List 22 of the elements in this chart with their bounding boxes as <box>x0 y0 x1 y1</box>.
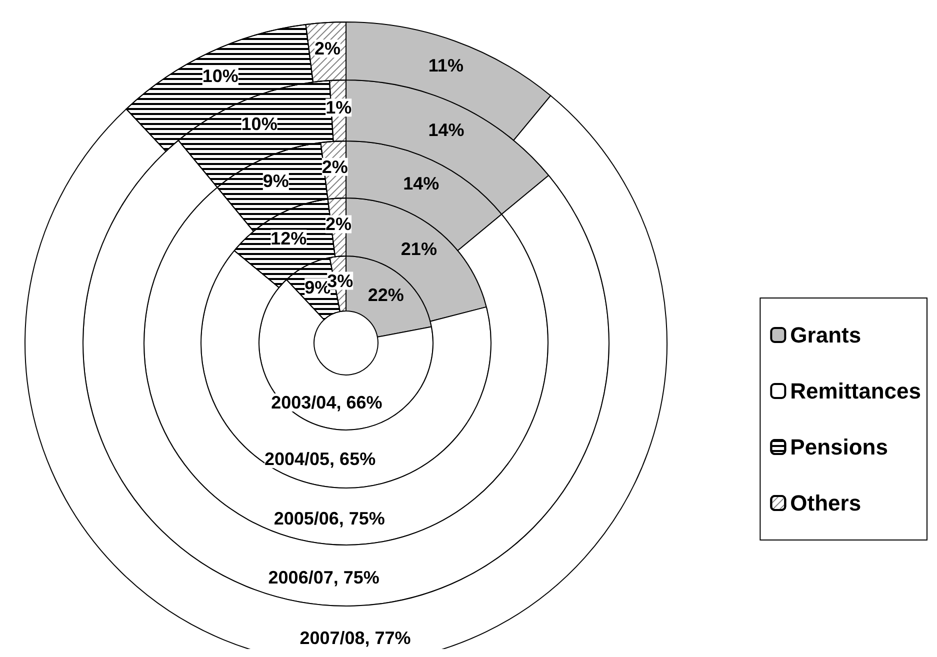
data-label: 22% <box>368 284 404 305</box>
data-label: 21% <box>400 238 437 259</box>
data-label: 14% <box>428 120 464 140</box>
data-label: 2003/04, 66% <box>271 392 382 412</box>
legend-label: Others <box>790 490 862 516</box>
data-label: 11% <box>428 55 464 76</box>
data-label: 2007/08, 77% <box>300 628 411 648</box>
data-label: 14% <box>403 173 440 194</box>
data-label: 9% <box>262 171 289 192</box>
data-label: 2006/07, 75% <box>268 567 380 588</box>
data-label: 10% <box>202 66 238 86</box>
data-label: 2% <box>314 38 340 59</box>
data-label: 10% <box>241 114 278 134</box>
legend-label: Remittances <box>790 378 922 404</box>
data-label: 12% <box>270 228 307 249</box>
legend-label: Grants <box>790 322 862 348</box>
data-label: 2005/06, 75% <box>274 508 385 529</box>
data-label: 2% <box>322 156 348 177</box>
data-label: 1% <box>326 98 352 118</box>
data-label: 2% <box>326 214 352 234</box>
legend-label: Pensions <box>790 434 888 460</box>
data-label: 2004/05, 65% <box>264 449 376 470</box>
